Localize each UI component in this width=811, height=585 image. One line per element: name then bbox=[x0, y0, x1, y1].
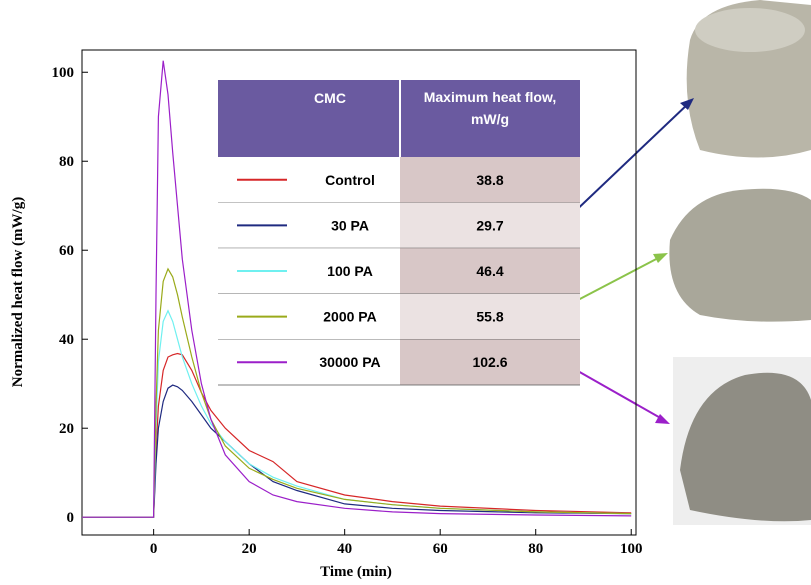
table-value: 102.6 bbox=[472, 354, 507, 370]
photo-cylinder-top bbox=[695, 8, 805, 52]
arrow-head bbox=[653, 253, 668, 263]
x-tick-label: 60 bbox=[433, 541, 448, 557]
legend-label: 30000 PA bbox=[319, 354, 380, 370]
arrows bbox=[554, 98, 694, 424]
x-tick-label: 0 bbox=[150, 541, 158, 557]
y-tick-label: 0 bbox=[67, 510, 75, 526]
y-tick-label: 80 bbox=[59, 154, 74, 170]
table-value: 29.7 bbox=[476, 217, 503, 233]
plot-frame bbox=[81, 49, 637, 536]
x-axis-title: Time (min) bbox=[320, 564, 392, 580]
table-cell bbox=[400, 339, 580, 385]
x-tick-label: 80 bbox=[528, 541, 543, 557]
table-header: Maximum heat flow, mW/g bbox=[423, 89, 557, 127]
legend-label: Control bbox=[325, 172, 375, 188]
table-cell bbox=[400, 157, 580, 203]
table-cell bbox=[400, 248, 580, 294]
y-tick-label: 40 bbox=[59, 332, 74, 348]
y-tick-label: 60 bbox=[59, 243, 74, 259]
x-tick-label: 100 bbox=[620, 541, 643, 557]
table-header-box: Maximum heat flow, mW/g bbox=[423, 89, 557, 127]
line bbox=[82, 267, 632, 518]
y-tick-label: 20 bbox=[59, 421, 74, 437]
table-value: 46.4 bbox=[476, 263, 503, 279]
arrow-head bbox=[655, 414, 670, 424]
table-cell bbox=[400, 293, 580, 340]
legend-label: 100 PA bbox=[327, 263, 373, 279]
y-axis-title: Normalized heat flow (mW/g) bbox=[10, 197, 26, 387]
photo-powder bbox=[680, 372, 811, 522]
x-tick-label: 40 bbox=[337, 541, 352, 557]
arrow-head bbox=[680, 98, 694, 110]
table-value: 38.8 bbox=[476, 172, 503, 188]
photos bbox=[669, 0, 811, 525]
table-cell bbox=[400, 202, 580, 249]
table-value: 55.8 bbox=[476, 309, 503, 325]
y-tick-label: 100 bbox=[52, 65, 75, 81]
table-header: CMC bbox=[314, 90, 346, 106]
x-tick-label: 20 bbox=[242, 541, 257, 557]
line bbox=[82, 384, 632, 518]
arrow bbox=[567, 101, 691, 219]
photo-crushed bbox=[669, 188, 811, 322]
line bbox=[82, 60, 632, 518]
legend-label: 30 PA bbox=[331, 217, 369, 233]
legend-label: 2000 PA bbox=[323, 309, 376, 325]
